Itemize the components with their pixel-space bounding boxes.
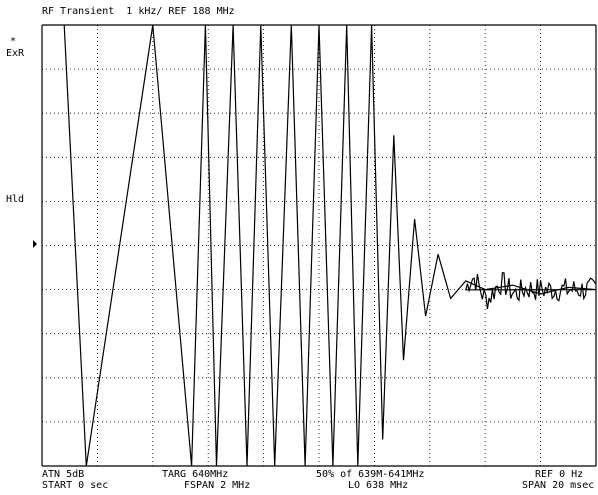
transient-trace <box>63 24 597 467</box>
threshold-readout: 50% of 639M-641MHz <box>316 469 425 480</box>
attenuation-readout: ATN 5dB <box>42 469 85 480</box>
external-ref-label: ExR <box>6 48 25 59</box>
reference-readout: REF 0 Hz <box>535 469 584 480</box>
reference-level-arrow-icon <box>33 240 37 248</box>
target-frequency-readout: TARG 640MHz <box>162 469 229 480</box>
external-ref-marker: * <box>10 36 17 47</box>
screen-title: RF Transient 1 kHz/ REF 188 MHz <box>42 6 235 17</box>
frequency-span-readout: FSPAN 2 MHz <box>184 480 251 491</box>
time-span-readout: SPAN 20 msec <box>522 480 595 491</box>
hold-label: Hld <box>6 194 25 205</box>
start-time-readout: START 0 sec <box>42 480 109 491</box>
lo-frequency-readout: LO 638 MHz <box>348 480 409 491</box>
graticule <box>41 24 597 467</box>
